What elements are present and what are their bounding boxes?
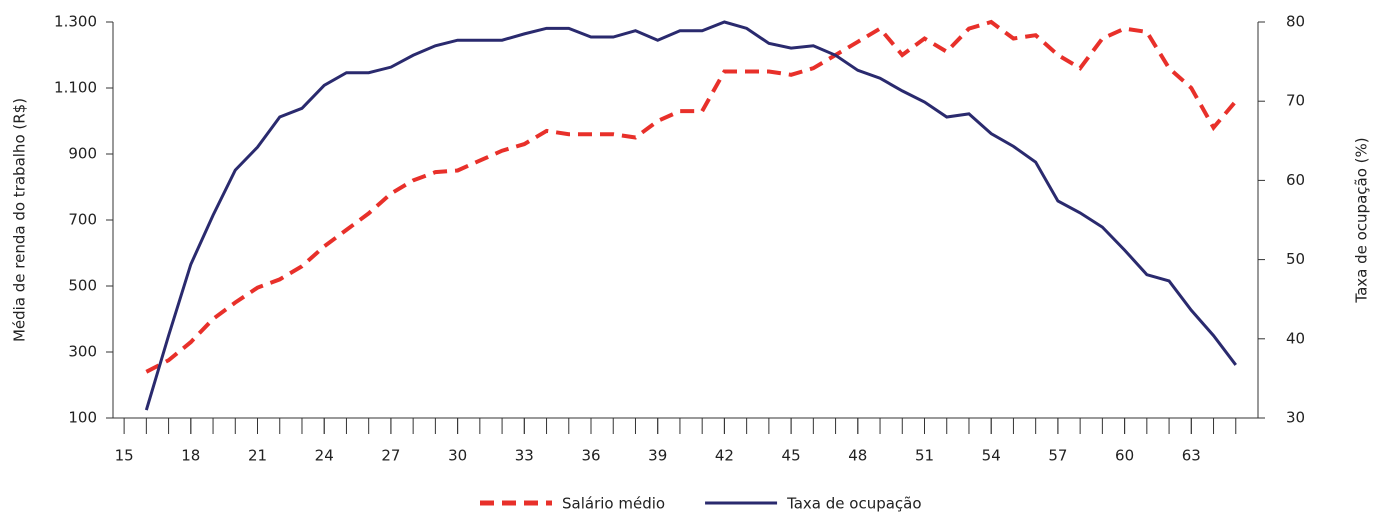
y2-tick-label: 70 <box>1286 92 1305 110</box>
y2-tick-label: 40 <box>1286 329 1305 347</box>
y-tick-label: 1.300 <box>54 13 97 31</box>
y2-axis-label: Taxa de ocupação (%) <box>1353 137 1371 303</box>
x-tick-label: 57 <box>1048 447 1067 465</box>
y-tick-label: 900 <box>68 145 97 163</box>
x-tick-label: 60 <box>1115 447 1134 465</box>
y-tick-label: 100 <box>68 409 97 427</box>
legend-label: Salário médio <box>562 495 665 513</box>
x-tick-label: 39 <box>648 447 667 465</box>
y-tick-label: 500 <box>68 277 97 295</box>
y-tick-label: 1.100 <box>54 79 97 97</box>
x-tick-label: 18 <box>181 447 200 465</box>
x-tick-label: 21 <box>248 447 267 465</box>
x-tick-label: 51 <box>915 447 934 465</box>
y-tick-label: 300 <box>68 343 97 361</box>
y2-tick-label: 60 <box>1286 171 1305 189</box>
series-line <box>145 19 1238 374</box>
x-tick-label: 42 <box>715 447 734 465</box>
y-tick-label: 700 <box>68 211 97 229</box>
x-tick-label: 15 <box>115 447 134 465</box>
y2-tick-label: 50 <box>1286 250 1305 268</box>
y2-tick-label: 30 <box>1286 409 1305 427</box>
x-tick-label: 54 <box>982 447 1001 465</box>
legend-label: Taxa de ocupação <box>786 495 922 513</box>
y2-tick-label: 80 <box>1286 13 1305 31</box>
x-tick-label: 48 <box>848 447 867 465</box>
x-tick-label: 36 <box>581 447 600 465</box>
x-tick-label: 63 <box>1182 447 1201 465</box>
x-tick-label: 33 <box>515 447 534 465</box>
series-line <box>144 20 1237 411</box>
x-tick-label: 30 <box>448 447 467 465</box>
x-tick-label: 27 <box>381 447 400 465</box>
x-tick-label: 24 <box>315 447 334 465</box>
y-axis-label: Média de renda do trabalho (R$) <box>11 98 29 342</box>
x-tick-label: 45 <box>782 447 801 465</box>
